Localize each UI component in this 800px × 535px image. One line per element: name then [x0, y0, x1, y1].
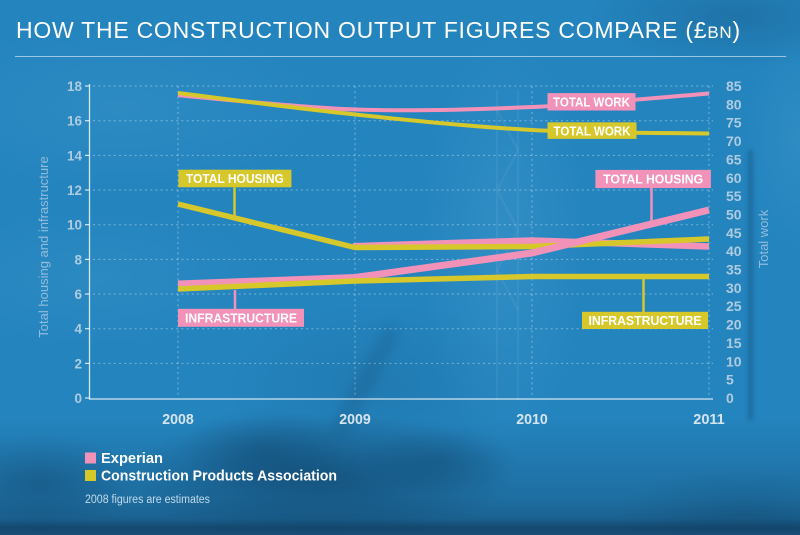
svg-text:60: 60: [726, 170, 742, 186]
svg-text:2011: 2011: [693, 411, 725, 428]
svg-text:40: 40: [726, 243, 742, 259]
svg-text:14: 14: [67, 148, 83, 163]
svg-text:TOTAL HOUSING: TOTAL HOUSING: [603, 172, 703, 187]
svg-text:45: 45: [726, 225, 742, 241]
svg-text:6: 6: [74, 287, 82, 302]
svg-text:TOTAL WORK: TOTAL WORK: [553, 95, 631, 110]
svg-text:75: 75: [726, 115, 742, 131]
svg-text:16: 16: [67, 114, 83, 129]
svg-text:0: 0: [726, 390, 734, 406]
svg-text:5: 5: [726, 372, 734, 388]
svg-text:35: 35: [726, 262, 742, 278]
svg-text:2010: 2010: [516, 411, 548, 428]
svg-text:65: 65: [726, 151, 742, 167]
svg-text:Total housing and infrastructu: Total housing and infrastructure: [36, 156, 51, 337]
svg-text:2008: 2008: [162, 411, 194, 428]
svg-text:8: 8: [74, 252, 82, 267]
svg-text:80: 80: [726, 96, 742, 112]
svg-text:10: 10: [726, 353, 742, 369]
svg-text:2: 2: [74, 356, 82, 371]
svg-text:20: 20: [726, 317, 742, 333]
svg-text:25: 25: [726, 298, 742, 314]
svg-text:70: 70: [726, 133, 742, 149]
svg-text:Total work: Total work: [756, 209, 771, 268]
svg-text:INFRASTRUCTURE: INFRASTRUCTURE: [589, 313, 702, 328]
svg-text:50: 50: [726, 207, 742, 223]
svg-text:4: 4: [74, 322, 82, 337]
svg-text:10: 10: [67, 218, 82, 233]
svg-text:TOTAL HOUSING: TOTAL HOUSING: [186, 171, 284, 186]
svg-text:85: 85: [726, 78, 742, 94]
svg-text:18: 18: [67, 79, 83, 94]
svg-text:2008 figures are estimates: 2008 figures are estimates: [85, 494, 210, 506]
svg-text:Construction Products Associat: Construction Products Association: [101, 468, 337, 485]
svg-text:2009: 2009: [339, 411, 371, 428]
svg-text:15: 15: [726, 335, 742, 351]
svg-text:Experian: Experian: [101, 450, 163, 467]
svg-text:0: 0: [74, 391, 82, 406]
svg-text:55: 55: [726, 188, 742, 204]
svg-text:INFRASTRUCTURE: INFRASTRUCTURE: [185, 311, 297, 326]
svg-text:TOTAL WORK: TOTAL WORK: [554, 123, 632, 138]
svg-text:12: 12: [67, 183, 82, 198]
svg-text:30: 30: [726, 280, 742, 296]
